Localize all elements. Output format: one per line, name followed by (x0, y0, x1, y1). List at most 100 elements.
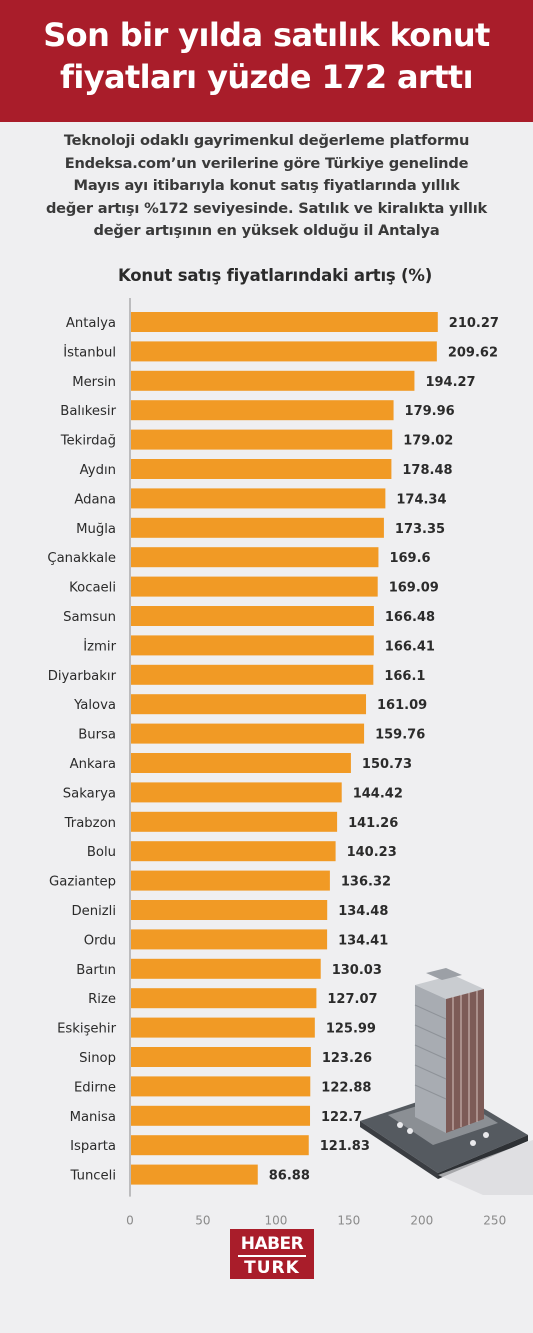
x-tick-label: 250 (483, 1214, 506, 1225)
data-label: 166.1 (384, 669, 425, 684)
category-label: Bolu (87, 845, 116, 860)
data-label: 194.27 (425, 375, 475, 390)
intro-text: Teknoloji odaklı gayrimenkul değerleme p… (18, 130, 515, 243)
bar (131, 1017, 315, 1038)
data-label: 136.32 (341, 875, 391, 890)
data-label: 178.48 (402, 463, 452, 478)
data-label: 122.88 (321, 1080, 371, 1095)
category-label: Tekirdağ (60, 434, 116, 449)
bar (131, 723, 365, 744)
x-tick-label: 200 (410, 1214, 433, 1225)
data-label: 159.76 (375, 728, 425, 743)
category-label: Eskişehir (57, 1022, 117, 1037)
category-label: Tunceli (70, 1169, 116, 1184)
bar (131, 312, 438, 332)
data-label: 144.42 (353, 786, 403, 801)
bar (131, 929, 328, 950)
category-label: İzmir (83, 636, 116, 654)
bar (131, 753, 351, 773)
category-label: Balıkesir (60, 404, 116, 419)
intro-line-3: Mayıs ayı itibarıyla konut satış fiyatla… (73, 177, 460, 195)
bar (131, 576, 378, 597)
headline-line-2: fiyatları yüzde 172 arttı (60, 58, 474, 96)
data-label: 210.27 (449, 316, 499, 331)
category-label: Kocaeli (69, 581, 116, 596)
category-label: Antalya (66, 316, 116, 331)
bar (131, 1076, 311, 1097)
bar (131, 429, 393, 450)
bar (131, 694, 367, 715)
logo-line-1: HABER (240, 1234, 304, 1254)
data-label: 179.02 (403, 434, 453, 449)
category-label: Rize (88, 992, 116, 1007)
bar-chart: Antalya 210.27 İstanbul 209.62 Mersin 194.27 B… (47, 298, 506, 1225)
bar (131, 606, 374, 626)
category-label: İstanbul (63, 342, 116, 360)
intro-line-1: Teknoloji odaklı gayrimenkul değerleme p… (63, 132, 470, 149)
building-illustration (360, 968, 533, 1195)
bar (131, 664, 374, 685)
chart-title: Konut satış fiyatlarındaki artış (%) (118, 266, 433, 285)
data-label: 86.88 (269, 1169, 310, 1184)
data-label: 179.96 (405, 404, 455, 419)
category-label: Muğla (76, 522, 116, 537)
x-tick-label: 100 (264, 1214, 287, 1225)
data-label: 173.35 (395, 522, 445, 537)
category-label: Sinop (79, 1051, 116, 1066)
bar (131, 900, 328, 920)
data-label: 121.83 (320, 1139, 370, 1154)
intro-line-5: değer artışının en yüksek olduğu il Anta… (93, 222, 440, 240)
bar (131, 988, 317, 1009)
x-tick-label: 0 (126, 1214, 134, 1225)
data-label: 174.34 (396, 492, 446, 507)
bar (131, 1164, 258, 1185)
data-label: 127.07 (327, 992, 377, 1007)
category-label: Denizli (71, 904, 116, 919)
data-label: 134.41 (338, 933, 388, 948)
header-banner (0, 0, 533, 122)
data-label: 125.99 (326, 1022, 376, 1037)
data-label: 150.73 (362, 757, 412, 772)
logo-line-2: TURK (244, 1258, 300, 1278)
bar (131, 782, 342, 803)
category-label: Gaziantep (49, 875, 116, 890)
headline: Son bir yılda satılık konut fiyatları yü… (0, 14, 533, 98)
bar (131, 400, 394, 421)
data-label: 169.6 (389, 551, 430, 566)
x-tick-label: 50 (195, 1214, 210, 1225)
haberturk-logo: HABER TURK (230, 1229, 314, 1279)
category-label: Bursa (78, 728, 116, 743)
category-label: Mersin (72, 375, 116, 390)
category-label: Sakarya (63, 786, 116, 801)
bar (131, 341, 437, 362)
bar (131, 1047, 311, 1067)
data-label: 141.26 (348, 816, 398, 831)
category-label: Adana (74, 492, 116, 507)
data-label: 166.48 (385, 610, 435, 625)
bar (131, 958, 321, 979)
headline-line-1: Son bir yılda satılık konut (43, 16, 490, 54)
bar (131, 870, 330, 891)
category-label: Ordu (84, 933, 116, 948)
data-label: 122.7 (321, 1110, 362, 1125)
intro-line-4: değer artışı %172 seviyesinde. Satılık v… (45, 199, 488, 217)
data-label: 166.41 (385, 639, 435, 654)
bar (131, 459, 392, 479)
data-label: 130.03 (332, 963, 382, 978)
category-label: Isparta (70, 1139, 116, 1154)
bar (131, 811, 338, 832)
bar (131, 1105, 311, 1126)
data-label: 169.09 (389, 581, 439, 596)
bar (131, 841, 336, 862)
data-label: 161.09 (377, 698, 427, 713)
data-label: 209.62 (448, 345, 498, 360)
category-label: Bartın (76, 963, 116, 978)
category-label: Diyarbakır (48, 669, 117, 684)
data-label: 140.23 (347, 845, 397, 860)
logo-divider (238, 1255, 306, 1257)
category-label: Samsun (63, 610, 116, 625)
bar (131, 1135, 309, 1156)
data-label: 134.48 (338, 904, 388, 919)
bar (131, 547, 379, 568)
category-label: Aydın (80, 463, 116, 478)
